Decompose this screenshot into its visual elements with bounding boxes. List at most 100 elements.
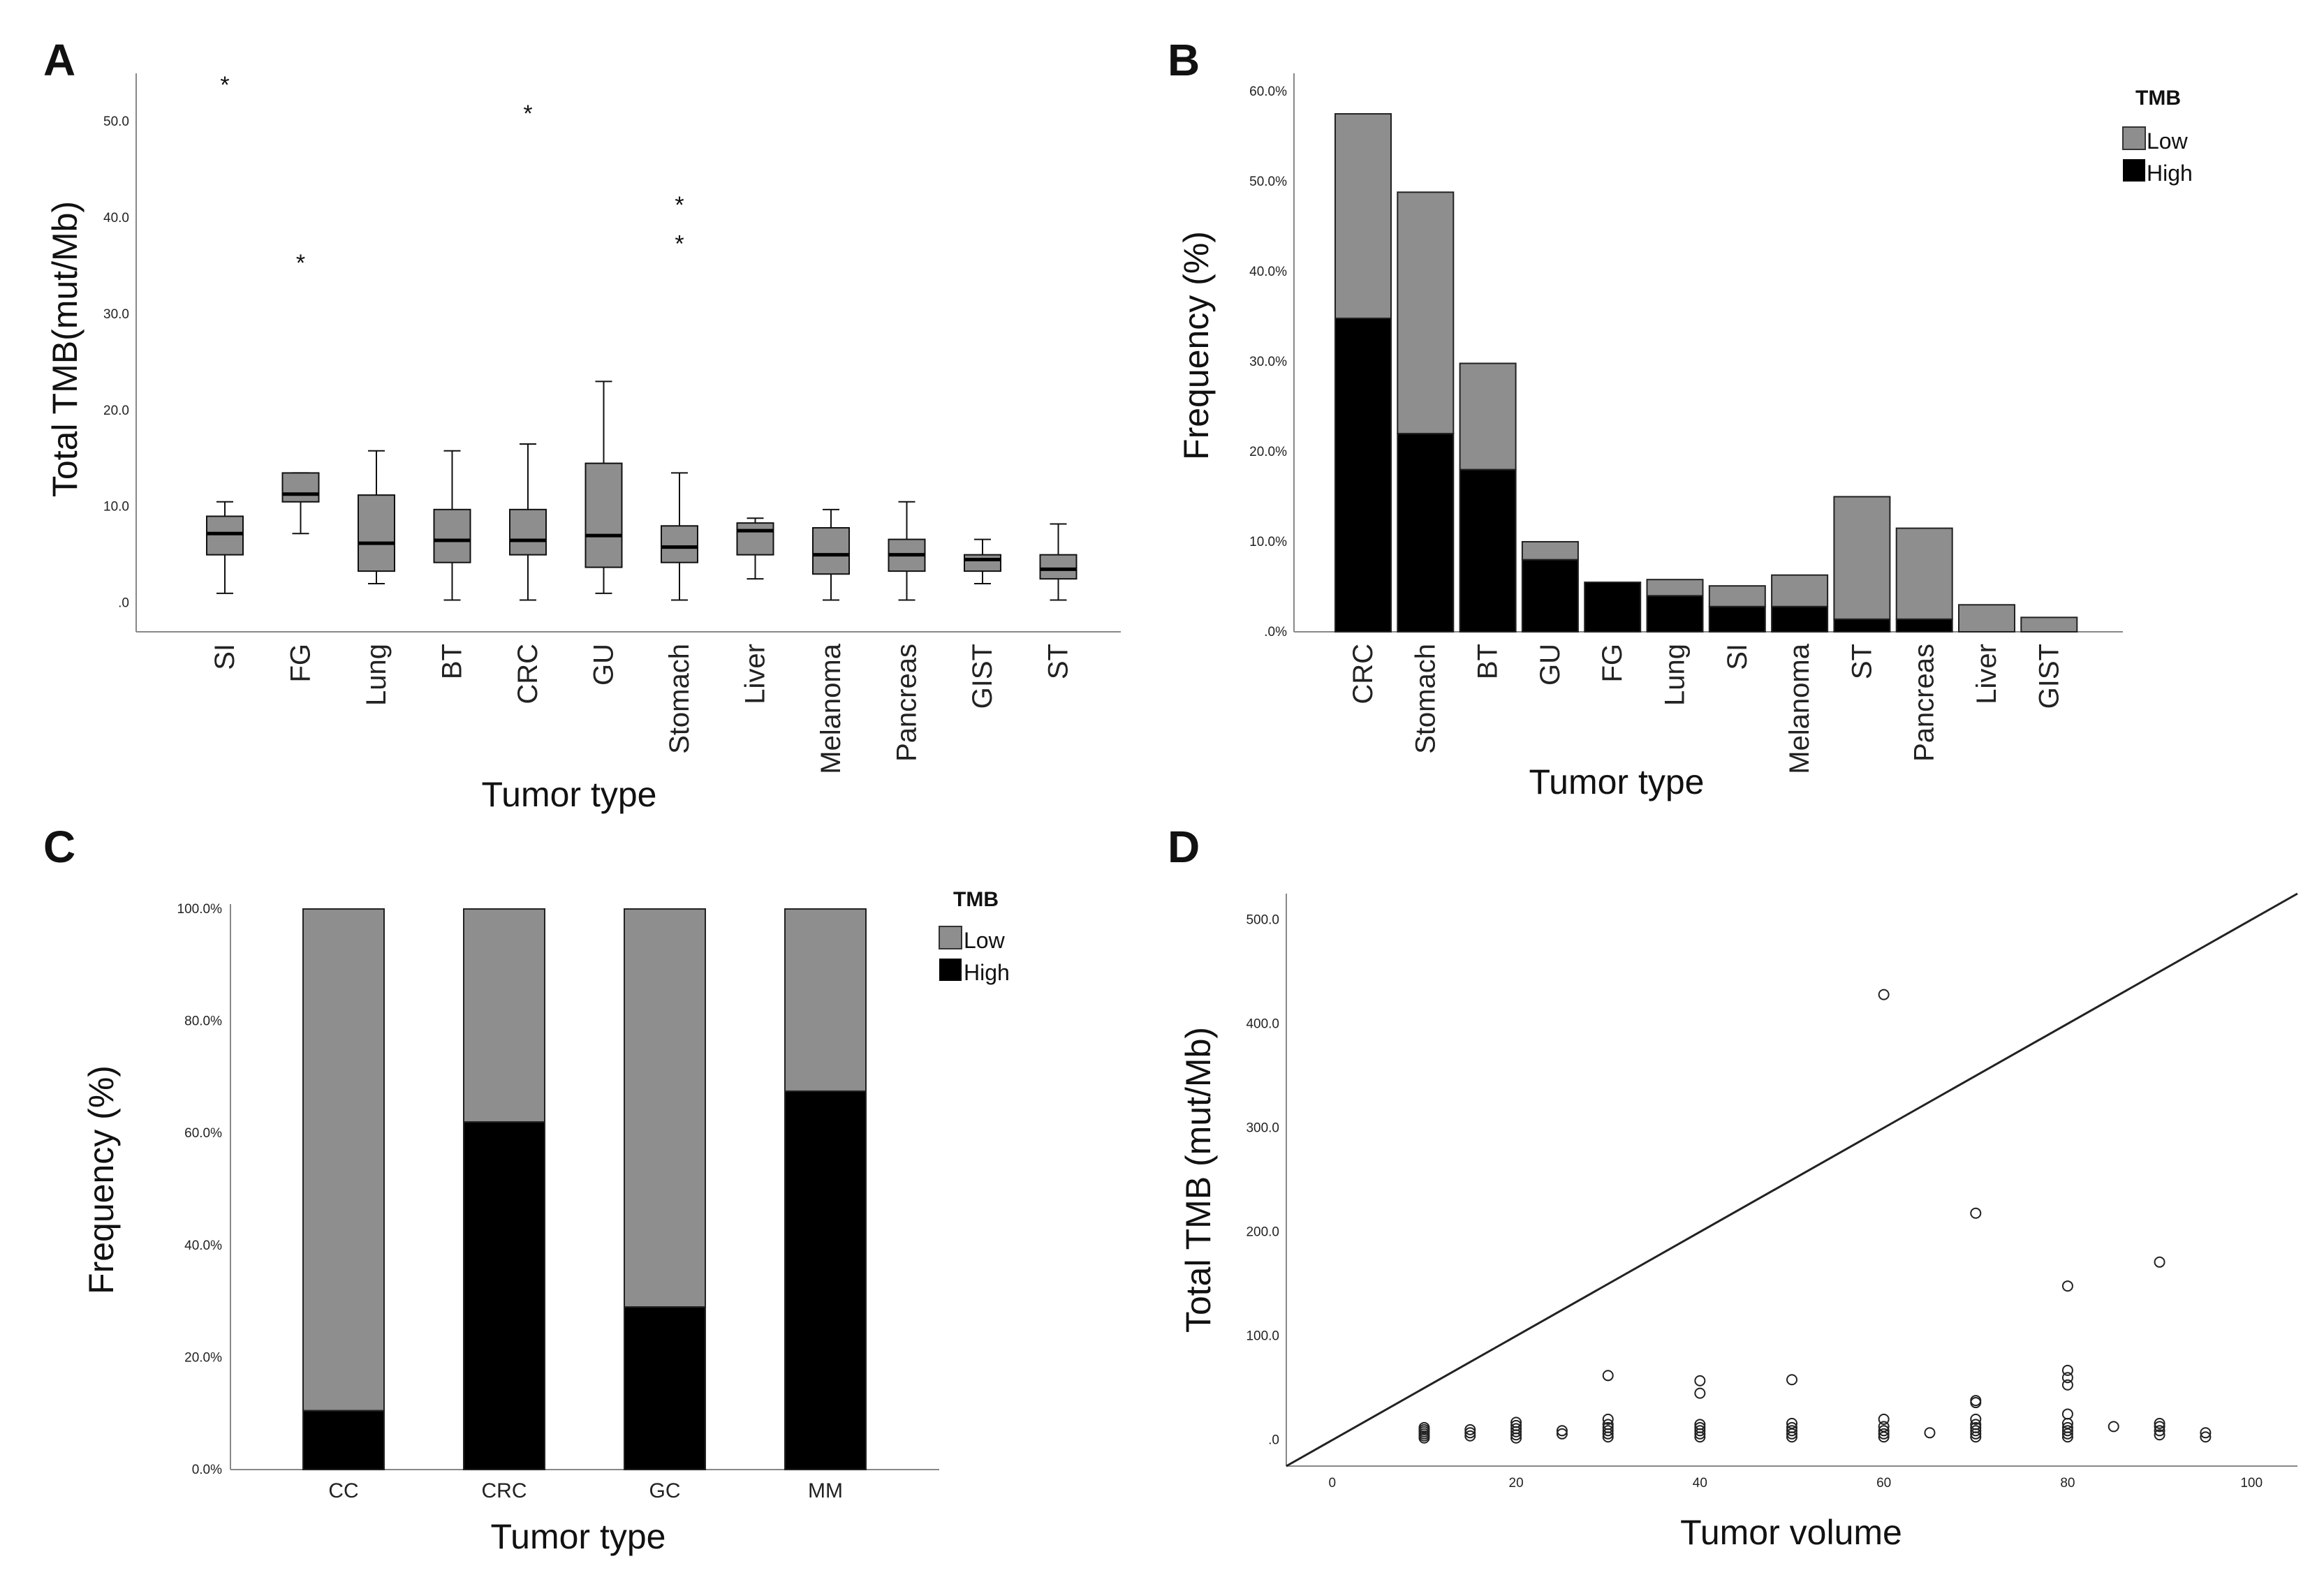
panel-c-x-ticks: CC CRC GC MM — [328, 1479, 843, 1502]
panel-a-x-tick-label: FG — [286, 644, 316, 683]
panel-c-x-tick-label: CRC — [482, 1479, 527, 1502]
panel-a-box — [584, 462, 623, 568]
panel-a-y-axis-title: Total TMB(mut/Mb) — [45, 201, 84, 497]
panel-a-outlier-star: * — [220, 72, 229, 98]
panel-c-y-ticks: 0.0% 20.0% 40.0% 60.0% 80.0% 100.0% — [177, 902, 223, 1477]
panel-d-scatter-plot: D .0 100.0 200.0 300.0 400.0 500.0 0 20 40 60 80 1… — [1168, 822, 2298, 1552]
panel-c-bar-high — [784, 1090, 867, 1470]
panel-a-x-tick-label: BT — [437, 644, 468, 679]
panel-a-box — [206, 515, 244, 556]
panel-d-y-tick-label: 500.0 — [1246, 912, 1279, 927]
panel-b-x-ticks: CRC Stomach BT GU FG Lung SI Melanoma ST Pancreas… — [1348, 643, 2064, 774]
panel-a-x-tick-label: CRC — [513, 644, 543, 704]
panel-c-x-axis-title: Tumor type — [490, 1517, 665, 1556]
panel-b-legend-high-label: High — [2147, 161, 2193, 186]
panel-a-outlier-star: * — [675, 230, 684, 257]
panel-a-outlier-star: * — [523, 101, 532, 127]
panel-d-point — [1694, 1425, 1706, 1437]
panel-c-legend-low-label: Low — [964, 928, 1006, 953]
panel-a-letter: A — [43, 35, 75, 85]
panel-b-y-tick-label: 10.0% — [1249, 535, 1287, 549]
panel-a-y-ticks: .0 10.0 20.0 30.0 40.0 50.0 — [103, 114, 129, 611]
panel-a-box — [812, 527, 850, 575]
panel-a-outlier-star: * — [675, 192, 684, 219]
panel-b-bar-low — [1459, 362, 1517, 471]
panel-a-x-tick-label: Liver — [740, 644, 771, 704]
panel-a-box — [509, 508, 547, 556]
panel-b-x-axis-title: Tumor type — [1529, 762, 1704, 801]
panel-d-x-tick-label: 40 — [1693, 1476, 1707, 1491]
panel-d-y-tick-label: 200.0 — [1246, 1225, 1279, 1240]
panel-b-x-tick-label: BT — [1473, 644, 1503, 679]
panel-c-bar-high — [302, 1410, 385, 1471]
panel-b-y-tick-label: 40.0% — [1249, 265, 1287, 279]
panel-a-box — [433, 508, 471, 563]
panel-c-letter: C — [43, 822, 75, 872]
panel-d-y-tick-label: .0 — [1268, 1433, 1279, 1448]
panel-d-point — [1878, 1413, 1890, 1425]
panel-b-x-tick-label: FG — [1597, 644, 1628, 683]
panel-a-x-tick-label: GU — [589, 644, 619, 686]
panel-a-box — [1039, 554, 1078, 580]
panel-d-point — [2061, 1408, 2073, 1420]
panel-d-point — [2061, 1280, 2073, 1292]
panel-b-letter: B — [1168, 35, 1200, 85]
panel-d-point — [2061, 1425, 2073, 1437]
panel-b-legend-high-swatch — [2123, 159, 2145, 182]
panel-c-x-tick-label: CC — [328, 1479, 358, 1502]
panel-b-x-tick-label: Pancreas — [1909, 644, 1940, 762]
panel-a-box — [281, 472, 320, 503]
panel-a-x-ticks: SI FG Lung BT CRC GU Stomach Liver Melanoma Pancr… — [209, 643, 1074, 774]
panel-a-x-tick-label: Stomach — [664, 644, 695, 754]
panel-c-y-axis-title: Frequency (%) — [82, 1065, 121, 1294]
panel-d-x-tick-label: 80 — [2060, 1476, 2075, 1491]
panel-d-x-tick-label: 100 — [2240, 1476, 2263, 1491]
panel-d-reference-line — [1286, 892, 2298, 1467]
panel-d-point — [1556, 1425, 1568, 1437]
panel-c-legend-high-swatch — [939, 959, 962, 981]
panel-d-point — [2061, 1379, 2073, 1391]
panel-c-legend: TMB Low High — [939, 888, 1010, 985]
panel-a-x-axis-title: Tumor type — [481, 775, 656, 814]
panel-b-bars — [1334, 113, 2078, 633]
panel-d-diagonal-line — [1286, 892, 2298, 1467]
panel-a-x-tick-label: Melanoma — [816, 643, 846, 774]
panel-c-bars — [302, 908, 867, 1471]
panel-c-legend-high-label: High — [964, 960, 1010, 985]
panel-d-point — [1878, 989, 1890, 1000]
panel-c-y-tick-label: 100.0% — [177, 902, 223, 917]
panel-d-y-axis-title: Total TMB (mut/Mb) — [1179, 1027, 1218, 1333]
panel-d-point — [1556, 1428, 1568, 1440]
panel-d-y-tick-label: 100.0 — [1246, 1329, 1279, 1344]
panel-b-x-tick-label: Stomach — [1410, 644, 1441, 754]
panel-d-point — [1602, 1370, 1614, 1382]
panel-c-x-tick-label: MM — [808, 1479, 843, 1502]
panel-d-point — [2200, 1427, 2212, 1439]
panel-b-y-tick-label: 60.0% — [1249, 84, 1287, 99]
panel-b-x-tick-label: GU — [1535, 644, 1566, 686]
panel-d-point — [1602, 1421, 1614, 1433]
panel-d-point — [1970, 1425, 1982, 1437]
panel-b-x-tick-label: CRC — [1348, 644, 1378, 704]
panel-d-point — [1786, 1417, 1797, 1429]
panel-b-bar-high — [1459, 468, 1517, 633]
panel-c-bar-high — [463, 1121, 545, 1470]
panel-b-bar-low — [1397, 191, 1455, 435]
panel-d-point — [2061, 1421, 2073, 1433]
panel-c-bar-low — [302, 908, 385, 1412]
panel-d-x-tick-label: 60 — [1876, 1476, 1891, 1491]
panel-b-legend-title: TMB — [2135, 87, 2181, 110]
panel-b-bar-low — [1895, 527, 1953, 620]
panel-d-point — [1694, 1421, 1706, 1433]
panel-d-point — [1694, 1387, 1706, 1399]
panel-b-x-tick-label: SI — [1722, 644, 1753, 670]
panel-c-x-tick-label: GC — [649, 1479, 681, 1502]
panel-b-bar-high — [1521, 559, 1579, 633]
panel-b-y-tick-label: 50.0% — [1249, 175, 1287, 189]
panel-d-point — [1786, 1425, 1797, 1437]
panel-b-bar-low — [1833, 496, 1891, 620]
panel-a-box — [661, 525, 698, 563]
panel-d-point — [2154, 1417, 2165, 1429]
panel-a-box-plot: A .0 10.0 20.0 30.0 40.0 50.0 * * * * * SI FG Lung B… — [43, 35, 1121, 814]
panel-b-x-tick-label: Lung — [1660, 644, 1691, 706]
